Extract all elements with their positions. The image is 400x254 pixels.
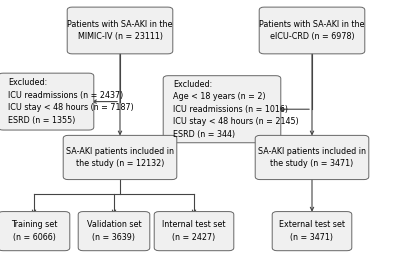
FancyBboxPatch shape — [78, 212, 150, 251]
Text: Excluded:
Age < 18 years (n = 2)
ICU readmissions (n = 1016)
ICU stay < 48 hours: Excluded: Age < 18 years (n = 2) ICU rea… — [173, 80, 298, 139]
FancyBboxPatch shape — [154, 212, 234, 251]
Text: Excluded:
ICU readmissions (n = 2437)
ICU stay < 48 hours (n = 7187)
ESRD (n = 1: Excluded: ICU readmissions (n = 2437) IC… — [8, 78, 134, 125]
FancyBboxPatch shape — [272, 212, 352, 251]
Text: Patients with SA-AKI in the
eICU-CRD (n = 6978): Patients with SA-AKI in the eICU-CRD (n … — [259, 20, 365, 41]
FancyBboxPatch shape — [163, 76, 281, 143]
Text: Patients with SA-AKI in the
MIMIC-IV (n = 23111): Patients with SA-AKI in the MIMIC-IV (n … — [67, 20, 173, 41]
Text: Internal test set
(n = 2427): Internal test set (n = 2427) — [162, 220, 226, 242]
FancyBboxPatch shape — [259, 7, 365, 54]
Text: Validation set
(n = 3639): Validation set (n = 3639) — [87, 220, 141, 242]
Text: SA-AKI patients included in
the study (n = 12132): SA-AKI patients included in the study (n… — [66, 147, 174, 168]
Text: Training set
(n = 6066): Training set (n = 6066) — [11, 220, 57, 242]
FancyBboxPatch shape — [67, 7, 173, 54]
Text: SA-AKI patients included in
the study (n = 3471): SA-AKI patients included in the study (n… — [258, 147, 366, 168]
FancyBboxPatch shape — [63, 135, 177, 180]
FancyBboxPatch shape — [0, 73, 94, 130]
Text: External test set
(n = 3471): External test set (n = 3471) — [279, 220, 345, 242]
FancyBboxPatch shape — [255, 135, 369, 180]
FancyBboxPatch shape — [0, 212, 70, 251]
